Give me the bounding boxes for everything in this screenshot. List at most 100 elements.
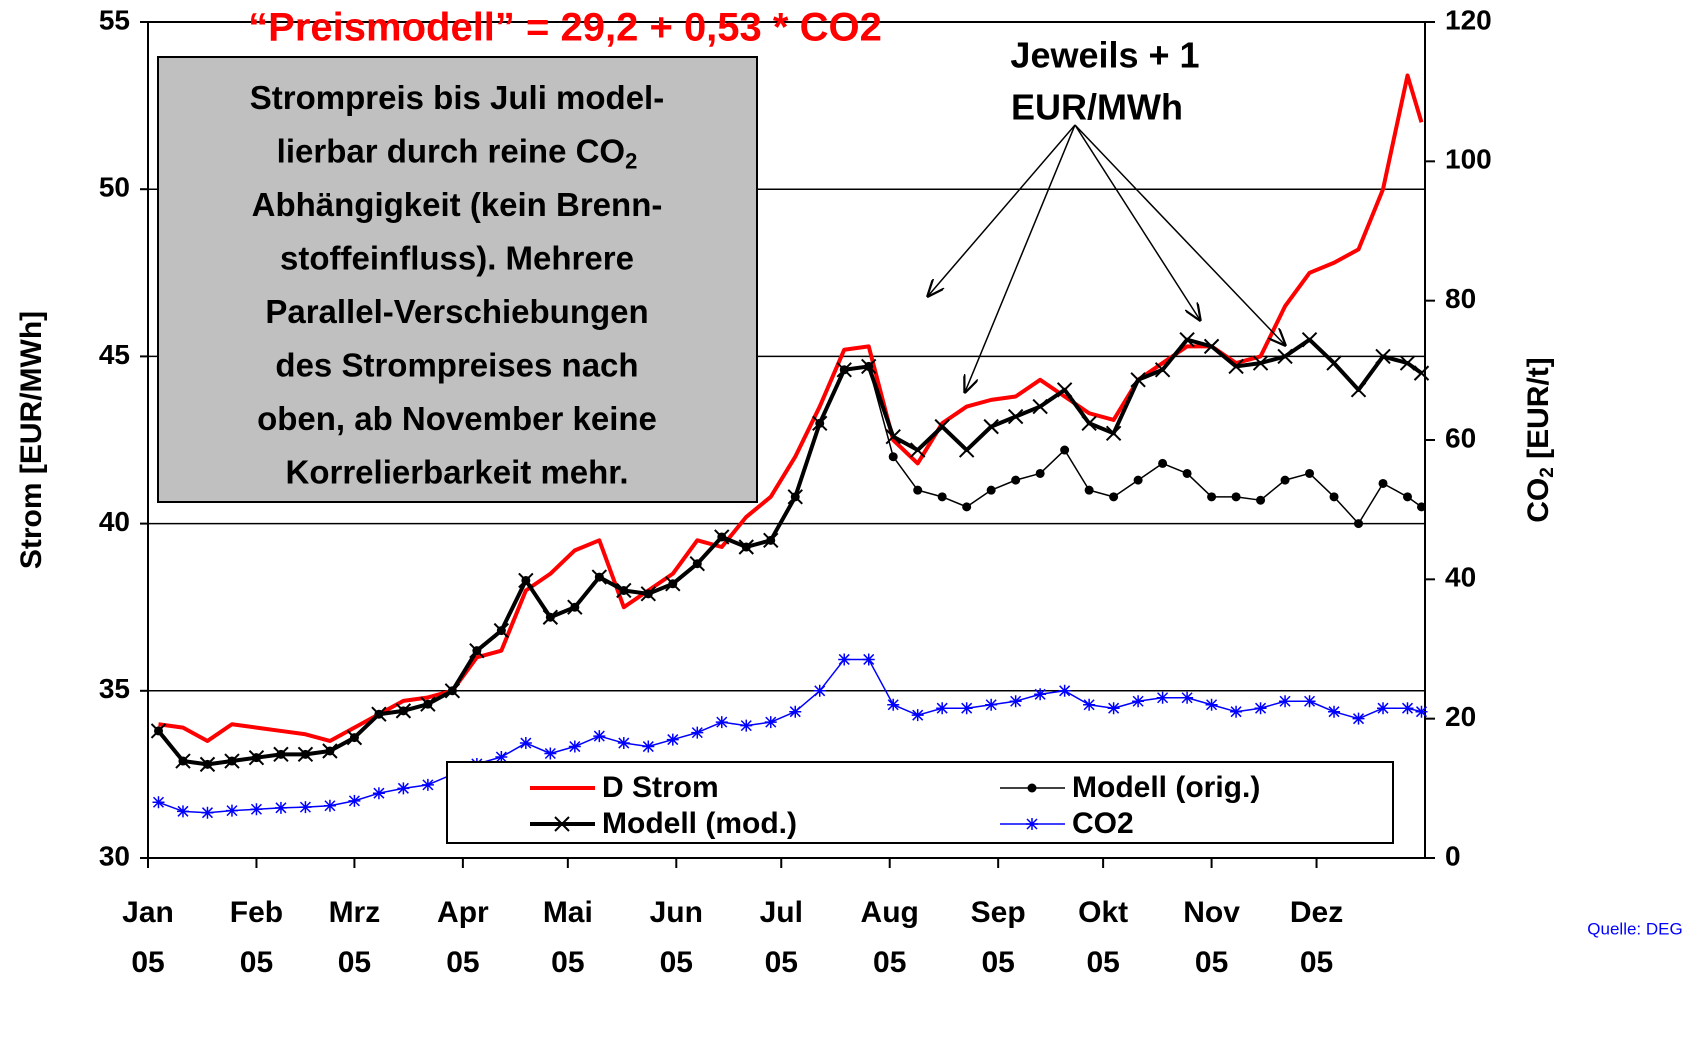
point [836, 362, 852, 378]
point [937, 492, 947, 502]
legend [446, 761, 1394, 844]
point [986, 485, 996, 495]
y-tick-label: 50 [99, 172, 130, 203]
point [1084, 485, 1094, 495]
point [1032, 398, 1048, 415]
point [616, 582, 632, 599]
point [1133, 475, 1143, 485]
y2-label-unit: [EUR/t] [1522, 357, 1555, 467]
point [1035, 468, 1045, 478]
point [1328, 705, 1341, 718]
point [666, 733, 679, 746]
point [960, 702, 973, 715]
annotation-text: Abhängigkeit (kein Brenn- [252, 186, 663, 223]
x-tick-label: Nov 05 [1183, 896, 1240, 979]
point [740, 719, 753, 732]
annotation-text: des Strompreises nach [275, 346, 638, 383]
point [887, 698, 900, 711]
point [1107, 702, 1120, 715]
point [1230, 705, 1243, 718]
point [1109, 492, 1119, 502]
point [495, 750, 508, 763]
point [1060, 445, 1070, 455]
y2-tick-label: 60 [1445, 422, 1476, 453]
arrow-note: EUR/MWh [1011, 87, 1183, 128]
legend-marker [1026, 818, 1038, 830]
arrows [928, 124, 1285, 392]
point [1154, 362, 1171, 378]
point [299, 801, 312, 814]
point [150, 723, 167, 739]
legend-label: D Strom [602, 771, 719, 804]
point [738, 539, 754, 555]
y2-tick-label: 20 [1445, 701, 1476, 732]
point [1378, 478, 1388, 488]
point [1354, 519, 1364, 529]
y-tick-label: 40 [99, 506, 130, 537]
chart-title: “Preismodell” = 29,2 + 0,53 * CO2 [248, 6, 882, 50]
annotation-line: des Strompreises nach [275, 346, 638, 383]
point [1011, 475, 1021, 485]
point [1181, 691, 1194, 704]
point [567, 599, 583, 615]
y2-axis-label: CO2 [EUR/t] [1522, 357, 1558, 523]
point [323, 799, 336, 812]
y2-tick-label: 100 [1445, 144, 1492, 175]
point [962, 502, 972, 512]
y2-tick-label: 0 [1445, 840, 1461, 871]
point [714, 529, 730, 545]
annotation-text: Korrelierbarkeit mehr. [286, 453, 629, 490]
point [1254, 702, 1267, 715]
point [1158, 458, 1168, 468]
annotation-text: oben, ab November keine [257, 400, 657, 437]
point [1205, 698, 1218, 711]
point [1301, 331, 1318, 348]
y2-tick-label: 40 [1445, 562, 1476, 593]
point [787, 489, 803, 505]
point [420, 696, 436, 712]
legend-label: Modell (mod.) [602, 807, 797, 840]
y-axis-label: Strom [EUR/MWh] [15, 311, 48, 569]
point [1277, 348, 1293, 365]
point [909, 442, 926, 458]
point [1228, 358, 1244, 375]
annotation-line: Abhängigkeit (kein Brenn- [252, 186, 663, 223]
point [568, 740, 581, 753]
point [1326, 355, 1342, 371]
point [1329, 492, 1339, 502]
point [1252, 355, 1269, 371]
point [1231, 492, 1241, 502]
point [1130, 372, 1146, 388]
point [913, 485, 923, 495]
point [176, 805, 189, 818]
x-tick-label: Apr 05 [437, 896, 489, 979]
point [958, 442, 975, 458]
x-tick-label: Jun 05 [649, 896, 703, 979]
annotation-line: Strompreis bis Juli model- [250, 79, 664, 116]
point [1417, 502, 1427, 512]
point [1156, 691, 1169, 704]
point [250, 803, 263, 816]
x-tick-label: Dez 05 [1289, 896, 1344, 979]
point [493, 622, 510, 639]
annotation-line: lierbar durch reine CO2 [277, 132, 638, 173]
point [1279, 695, 1292, 708]
source: Quelle: DEG [1587, 919, 1682, 938]
point [1058, 684, 1071, 697]
point [397, 782, 410, 795]
point [862, 653, 875, 666]
point [689, 556, 705, 572]
legend-label: CO2 [1072, 807, 1134, 840]
y2-tick-label: 80 [1445, 283, 1476, 314]
point [1256, 495, 1266, 505]
x-tick-label: Mrz 05 [328, 896, 381, 979]
x-tick-label: Jan 05 [122, 896, 174, 979]
point [444, 683, 461, 699]
point [1203, 338, 1220, 355]
point [518, 572, 534, 589]
point [812, 415, 828, 431]
point [885, 428, 901, 445]
x-tick-label: Aug 05 [860, 896, 919, 979]
